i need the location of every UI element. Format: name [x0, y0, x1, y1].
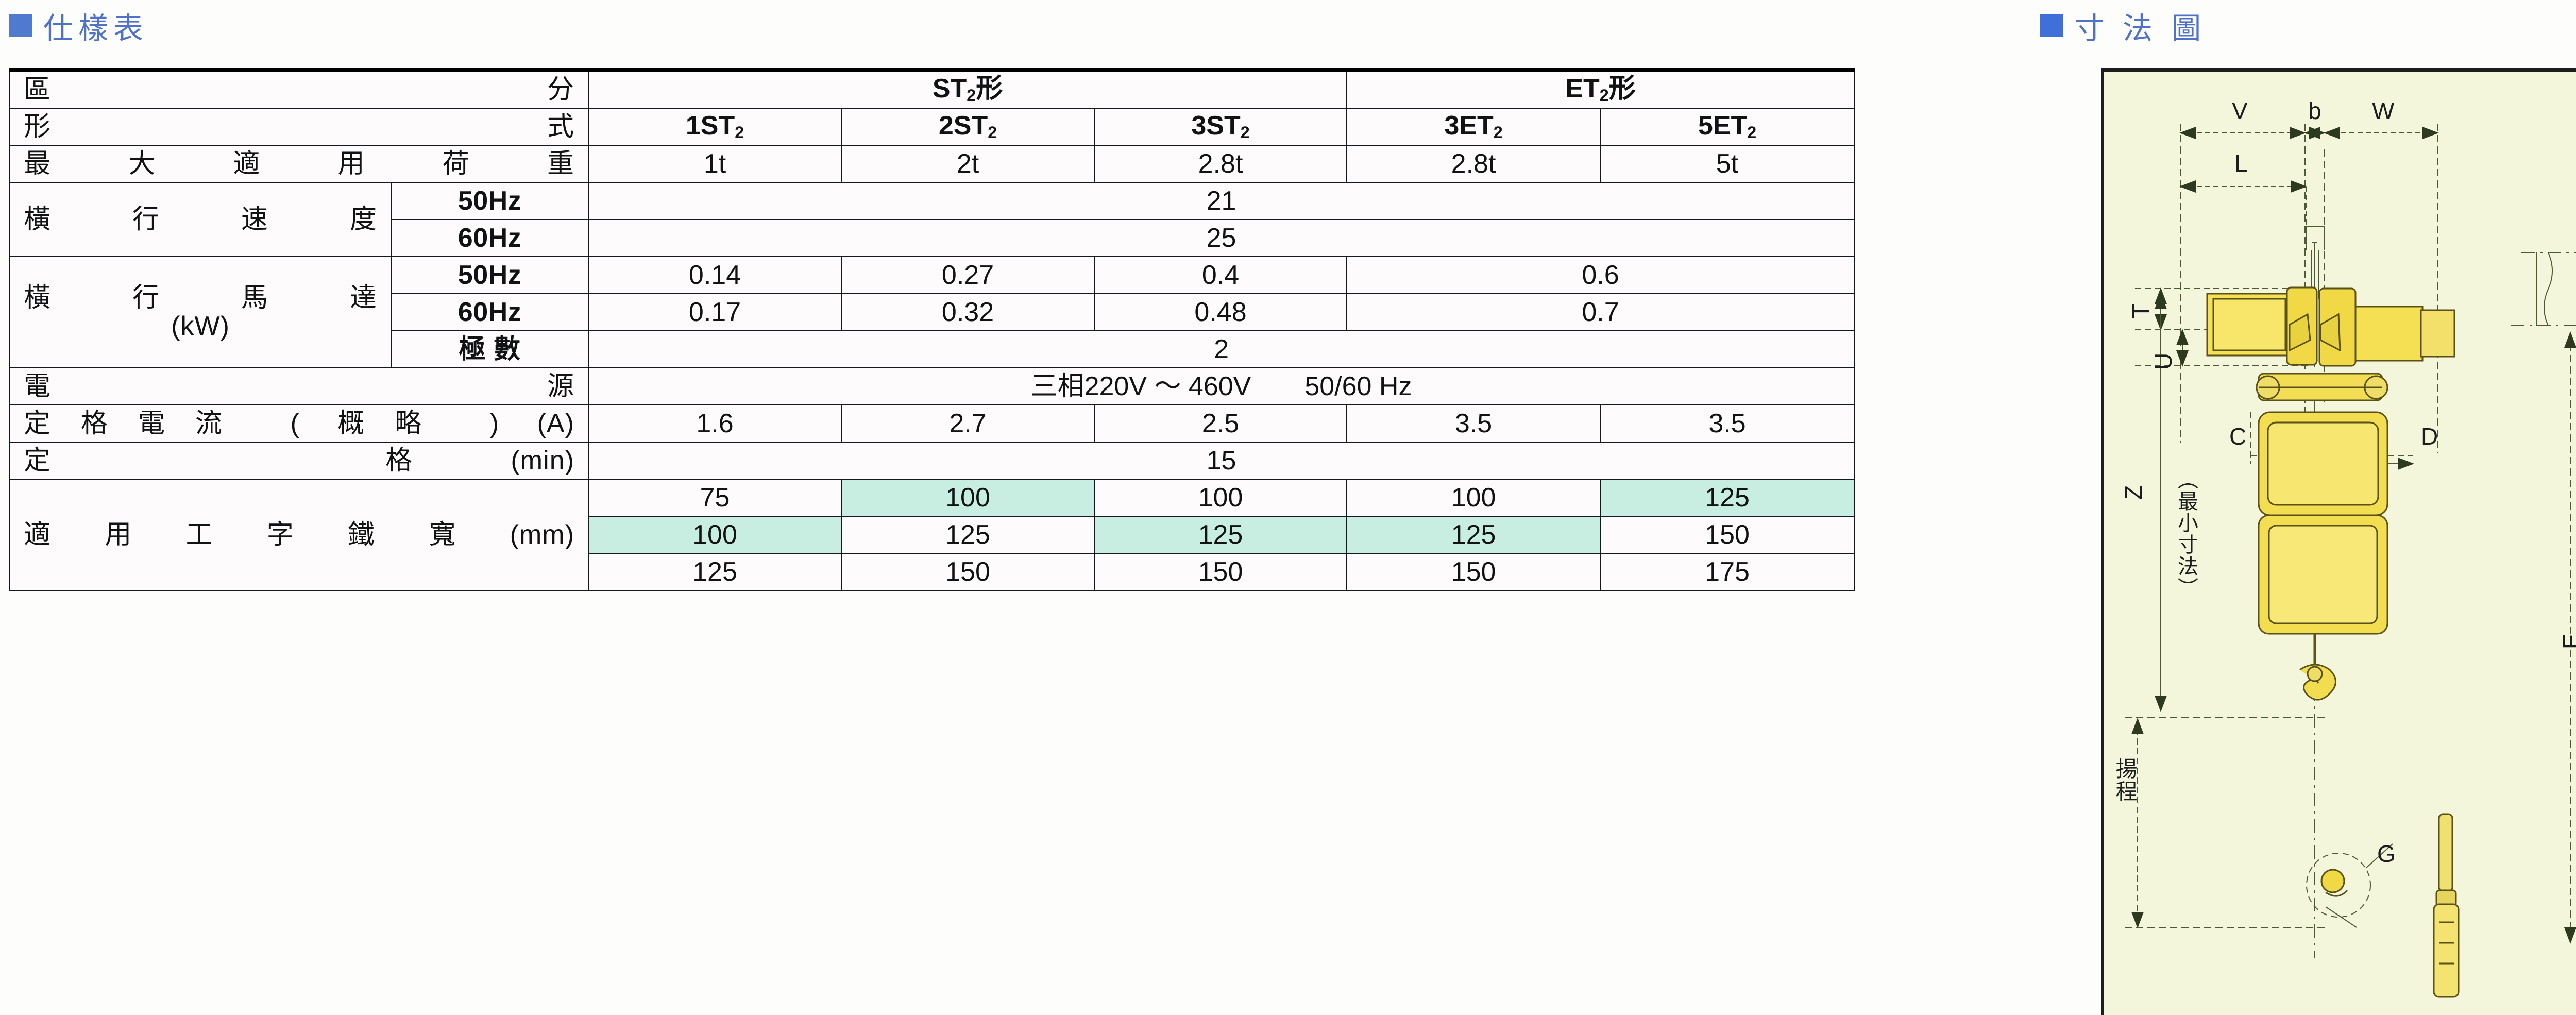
table-row-travel-speed-60: 60Hz 25	[10, 219, 1855, 257]
rated-current-3et2: 3.5	[1346, 404, 1601, 443]
row-label-power-source: 電 源	[9, 367, 589, 405]
row-label-travel-speed: 橫 行 速 度	[9, 182, 392, 257]
beam-width-r3-c5: 175	[1600, 553, 1855, 591]
dim-label-C: C	[2229, 423, 2247, 450]
beam-width-r2-c5: 150	[1600, 516, 1855, 554]
max-load-1st2: 1t	[588, 145, 842, 183]
model-header-3st2: 3ST2	[1094, 108, 1348, 146]
dim-label-W: W	[2372, 97, 2395, 124]
sub-label-travel-motor-60hz: 60Hz	[390, 293, 589, 331]
rating-min-value: 15	[588, 442, 1855, 480]
table-row-travel-speed-50: 橫 行 速 度 50Hz 21	[9, 182, 1855, 257]
beam-width-r3-c3: 150	[1094, 553, 1348, 591]
table-row-rated-current: 定格電流 ( 概略 ) (A) 1.6 2.7 2.5 3.5 3.5	[9, 404, 1855, 443]
travel-motor-50hz-2st2: 0.27	[841, 256, 1095, 294]
dim-note-min-dimension: （最小寸法）	[2175, 469, 2197, 599]
dim-note-lift-height: 揚程	[2113, 757, 2137, 803]
group-header-st2: ST2形	[588, 68, 1348, 109]
table-row-travel-motor-60: 60Hz 0.17 0.32 0.48 0.7	[10, 293, 1855, 331]
hoist-dimension-drawing	[2125, 124, 2576, 998]
table-row-beam-width-3: 125 150 150 150 175	[10, 553, 1855, 591]
blue-square-bullet-icon-2	[2040, 14, 2063, 37]
dimension-title-text: 寸 法 圖	[2074, 12, 2207, 45]
dim-label-T: T	[2127, 303, 2154, 318]
row-label-model: 形 式	[9, 108, 589, 146]
beam-width-r3-c1: 125	[588, 553, 842, 591]
table-row-division: 區 分 ST2形 ET2形	[9, 68, 1855, 109]
beam-width-r2-c4: 125	[1346, 516, 1601, 554]
travel-speed-50hz-value: 21	[588, 182, 1855, 220]
sub-label-poles: 極 數	[390, 330, 589, 368]
rated-current-3st2: 2.5	[1094, 404, 1348, 443]
beam-width-r2-c3: 125	[1094, 516, 1348, 554]
table-row-max-load: 最 大 適 用 荷 重 1t 2t 2.8t 2.8t 5t	[9, 145, 1855, 183]
dim-label-E: E	[2557, 633, 2576, 649]
blue-square-bullet-icon	[9, 14, 32, 37]
dim-label-V: V	[2232, 97, 2248, 124]
beam-width-r1-c4: 100	[1346, 479, 1601, 517]
dimension-drawing-panel: V b W L T U C D Z G （最小寸法） 揚程 I J K E A …	[2101, 68, 2576, 1015]
travel-motor-60hz-1st2: 0.17	[588, 293, 842, 331]
max-load-3et2: 2.8t	[1346, 145, 1601, 183]
table-row-rating-min: 定 格 (min) 15	[9, 442, 1855, 480]
dim-label-D: D	[2421, 423, 2438, 450]
table-row-power-source: 電 源 三相220V ～ 460V 50/60 Hz	[9, 367, 1855, 405]
max-load-2st2: 2t	[841, 145, 1095, 183]
travel-motor-60hz-3st2: 0.48	[1094, 293, 1348, 331]
max-load-5et2: 5t	[1600, 145, 1855, 183]
spec-title-text: 仕樣表	[43, 12, 149, 45]
model-header-5et2: 5ET2	[1600, 108, 1855, 146]
travel-motor-60hz-2st2: 0.32	[841, 293, 1095, 331]
beam-width-r1-c5: 125	[1600, 479, 1855, 517]
model-header-1st2: 1ST2	[588, 108, 842, 146]
table-row-beam-width-2: 100 125 125 125 150	[10, 516, 1855, 554]
table-row-model: 形 式 1ST2 2ST2 3ST2 3ET2 5	[9, 108, 1855, 146]
beam-width-r3-c4: 150	[1346, 553, 1601, 591]
beam-width-r1-c1: 75	[588, 479, 842, 517]
sub-label-travel-speed-50hz: 50Hz	[390, 182, 589, 220]
row-label-rated-current: 定格電流 ( 概略 ) (A)	[9, 404, 589, 443]
travel-motor-50hz-1st2: 0.14	[588, 256, 842, 294]
poles-value: 2	[588, 330, 1855, 368]
sub-label-travel-motor-50hz: 50Hz	[390, 256, 589, 294]
rated-current-1st2: 1.6	[588, 404, 842, 443]
dim-label-U: U	[2150, 352, 2177, 370]
sub-label-travel-speed-60hz: 60Hz	[390, 219, 589, 257]
table-row-poles: 極 數 2	[10, 330, 1855, 368]
travel-motor-50hz-3st2: 0.4	[1094, 256, 1348, 294]
spec-section-title: 仕樣表	[9, 4, 148, 47]
model-header-2st2: 2ST2	[841, 108, 1095, 146]
specification-table: 區 分 ST2形 ET2形 形 式 1ST2	[9, 68, 1855, 591]
row-label-max-load: 最 大 適 用 荷 重	[9, 145, 589, 183]
dimension-section: 寸 法 圖	[2040, 0, 2576, 1015]
spec-section: 仕樣表 區 分 ST2形	[9, 4, 1855, 591]
row-label-division: 區 分	[9, 68, 589, 109]
rated-current-5et2: 3.5	[1600, 404, 1855, 443]
dim-label-L: L	[2234, 150, 2248, 177]
travel-motor-60hz-et2: 0.7	[1346, 293, 1855, 331]
table-row-beam-width-1: 適 用 工 字 鐵 寬 (mm) 75 100 100 100 125	[9, 479, 1855, 591]
row-label-rating-min: 定 格 (min)	[9, 442, 589, 480]
table-row-travel-motor-50: 橫 行 馬 達 (kW) 50Hz 0.14 0.27 0.4 0.6	[9, 256, 1855, 368]
model-header-3et2: 3ET2	[1346, 108, 1601, 146]
max-load-3st2: 2.8t	[1094, 145, 1348, 183]
beam-width-r1-c3: 100	[1094, 479, 1348, 517]
travel-motor-50hz-et2: 0.6	[1346, 256, 1855, 294]
dimension-section-title: 寸 法 圖	[2040, 4, 2206, 47]
dim-label-G: G	[2377, 840, 2396, 867]
beam-width-r2-c1: 100	[588, 516, 842, 554]
travel-speed-60hz-value: 25	[588, 219, 1855, 257]
beam-width-r1-c2: 100	[841, 479, 1095, 517]
beam-width-r3-c2: 150	[841, 553, 1095, 591]
beam-width-r2-c2: 125	[841, 516, 1095, 554]
dim-label-Z: Z	[2120, 485, 2147, 500]
power-source-value: 三相220V ～ 460V 50/60 Hz	[588, 367, 1855, 405]
rated-current-2st2: 2.7	[841, 404, 1095, 443]
row-label-beam-width: 適 用 工 字 鐵 寬 (mm)	[9, 479, 589, 591]
row-label-travel-motor: 橫 行 馬 達 (kW)	[9, 256, 392, 368]
group-header-et2: ET2形	[1346, 68, 1855, 109]
dim-label-b: b	[2308, 97, 2321, 124]
